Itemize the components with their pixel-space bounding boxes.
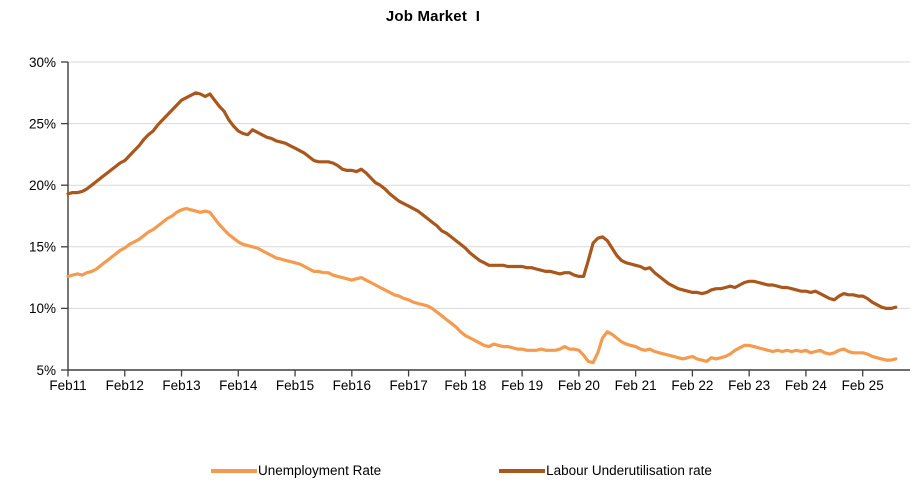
x-tick-label: Feb17	[389, 378, 427, 393]
y-tick-label: 5%	[36, 363, 56, 378]
x-tick-label: Feb 24	[785, 378, 828, 393]
y-tick-label: 15%	[29, 240, 56, 255]
x-tick-label: Feb 20	[558, 378, 600, 393]
y-tick-label: 20%	[29, 178, 56, 193]
x-tick-label: Feb 23	[728, 378, 770, 393]
legend-line-swatch-underutilisation	[499, 468, 546, 473]
legend-entry-unemployment-rate: Unemployment Rate	[211, 463, 381, 478]
chart-title: Job Market I	[385, 8, 481, 25]
x-tick-label: Feb 22	[671, 378, 713, 393]
y-tick-label: 10%	[29, 301, 56, 316]
x-tick-label: Feb13	[162, 378, 200, 393]
legend-entry-labour-underutilisation: Labour Underutilisation rate	[499, 463, 712, 478]
x-tick-label: Feb 19	[501, 378, 543, 393]
series-line-labour-underutilisation-rate	[66, 91, 898, 310]
x-tick-label: Feb16	[333, 378, 371, 393]
legend-label: Unemployment Rate	[258, 463, 382, 478]
x-tick-label: Feb11	[49, 378, 86, 393]
series-line-unemployment-rate	[66, 207, 898, 365]
y-tick-label: 30%	[29, 55, 56, 70]
x-tick-label: Feb 25	[842, 378, 884, 393]
x-tick-label: Feb 21	[615, 378, 657, 393]
legend-label: Labour Underutilisation rate	[546, 463, 712, 478]
y-tick-label: 25%	[29, 116, 56, 131]
x-tick-label: Feb15	[276, 378, 314, 393]
x-tick-label: Feb 18	[444, 378, 486, 393]
chart-legend: Unemployment Rate Labour Underutilisatio…	[0, 463, 923, 478]
x-tick-label: Feb14	[219, 378, 258, 393]
legend-line-swatch-unemployment	[211, 468, 258, 473]
x-tick-label: Feb12	[106, 378, 144, 393]
